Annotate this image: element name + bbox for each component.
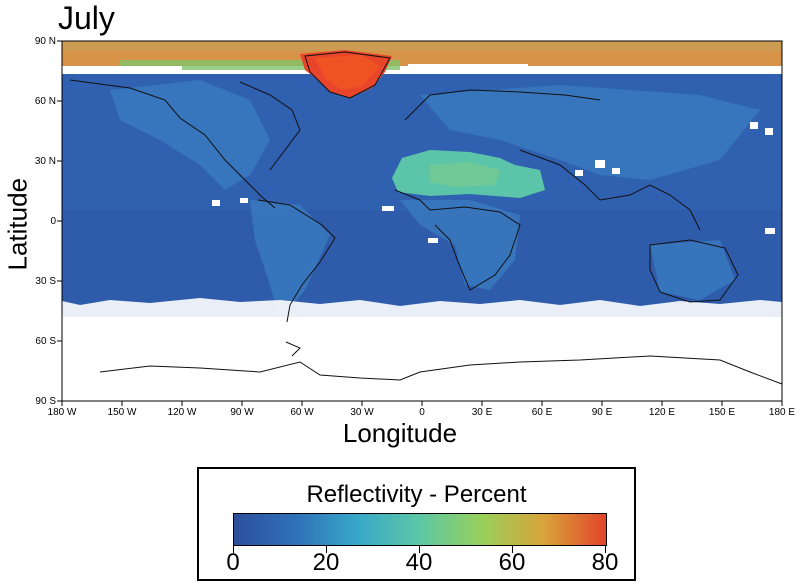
lat-tick-label: 90 S [35, 396, 56, 407]
lon-tick-label: 120 E [649, 407, 675, 418]
lat-tick-label: 60 S [35, 336, 56, 347]
antarctic-no-data [62, 298, 782, 317]
colorbar-tick-label: 0 [226, 549, 240, 576]
lon-tick-label: 180 E [769, 407, 795, 418]
lat-tick-label: 60 N [35, 96, 56, 107]
map-panel [61, 40, 783, 402]
lon-tick-label: 150 W [108, 407, 137, 418]
colorbar-gradient [233, 513, 607, 546]
lat-tick-label: 0 [50, 216, 56, 227]
colorbar-tick [419, 545, 420, 553]
colorbar-tick-label: 40 [405, 549, 433, 576]
colorbar-title: Reflectivity - Percent [306, 481, 527, 508]
colorbar-legend: Reflectivity - Percent 0 20 40 60 80 [197, 467, 636, 581]
lon-tick-label: 0 [419, 407, 425, 418]
lat-tick-label: 30 S [35, 276, 56, 287]
x-axis-label: Longitude [342, 418, 458, 448]
lon-tick-label: 120 W [168, 407, 197, 418]
colorbar-tick [512, 545, 513, 553]
lat-tick-label: 90 N [35, 36, 56, 47]
lon-tick-label: 30 W [350, 407, 374, 418]
lon-tick-label: 60 E [532, 407, 553, 418]
colorbar-tick [326, 545, 327, 553]
colorbar-tick [605, 545, 606, 553]
colorbar-tick [233, 545, 234, 553]
tick-marks [57, 40, 783, 406]
world-reflectivity-map: 90 N 60 N 30 N 0 30 S 60 S 90 S 180 W 15… [35, 36, 796, 418]
lon-tick-label: 90 W [230, 407, 254, 418]
colorbar-tick-label: 60 [498, 549, 526, 576]
lon-tick-label: 30 E [472, 407, 493, 418]
lat-tick-label: 30 N [35, 156, 56, 167]
colorbar-tick-label: 20 [312, 549, 340, 576]
colorbar-tick-label: 80 [591, 549, 619, 576]
map-title: July [58, 0, 115, 36]
lon-tick-label: 180 W [48, 407, 77, 418]
lon-tick-label: 90 E [592, 407, 613, 418]
lon-tick-label: 150 E [709, 407, 735, 418]
lon-tick-label: 60 W [290, 407, 314, 418]
